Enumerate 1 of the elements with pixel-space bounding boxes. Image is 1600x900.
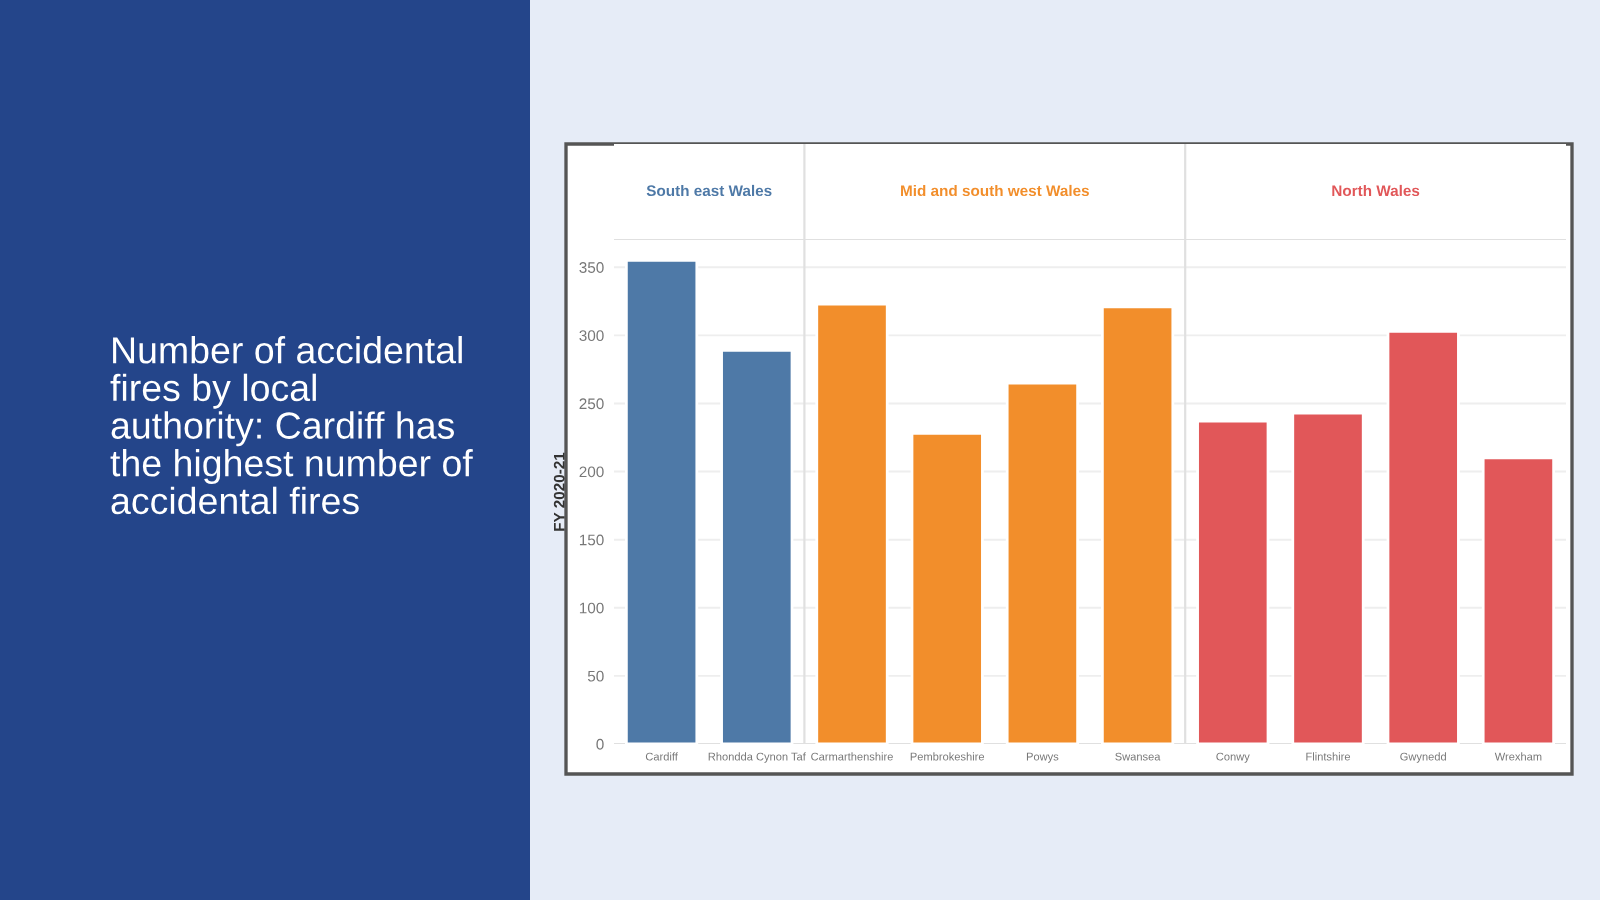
text: Number of accidental fires by local authority: Cardiff has the highest number of accidental fires bbox=[110, 336, 473, 515]
